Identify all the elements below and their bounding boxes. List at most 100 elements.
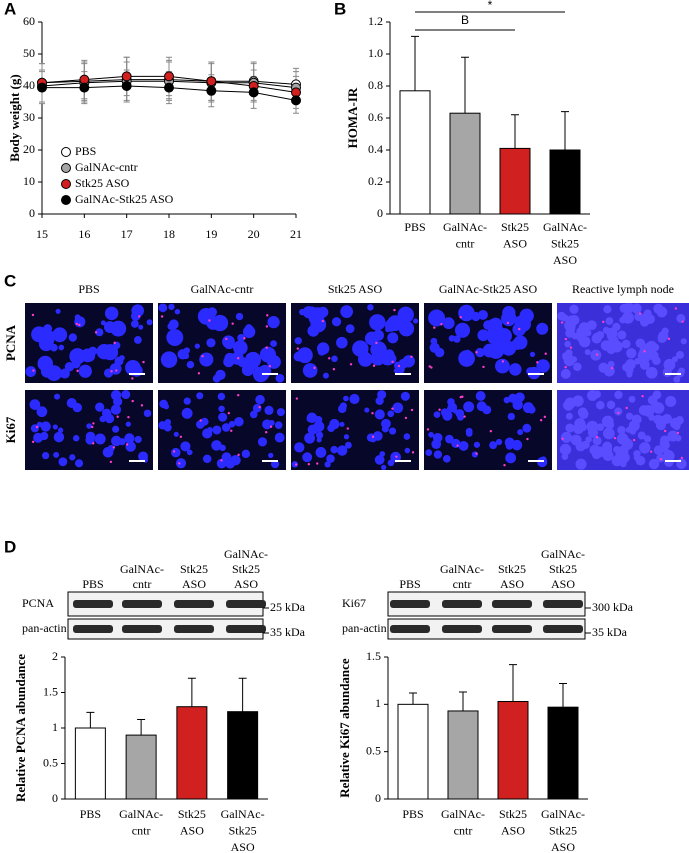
nucleus [222, 335, 235, 349]
x-tick-label: PBS [404, 220, 425, 234]
nucleus [600, 340, 612, 351]
legend-label: PBS [75, 144, 96, 158]
nucleus [46, 365, 62, 381]
nucleus [602, 427, 615, 440]
blot-band [73, 600, 113, 608]
nucleus [269, 362, 276, 369]
x-tick-label: Stk25 [499, 807, 527, 821]
blot-band [390, 600, 430, 608]
x-tick-label: ASO [551, 840, 575, 853]
blot-band [122, 625, 162, 633]
nucleus [617, 425, 626, 435]
nucleus [536, 359, 550, 373]
nucleus [592, 436, 602, 446]
nucleus [270, 459, 280, 469]
nucleus [133, 336, 142, 344]
stain [433, 326, 436, 329]
nucleus [233, 340, 248, 356]
nucleus [625, 359, 636, 370]
error-bar [137, 718, 146, 736]
nucleus [660, 440, 669, 449]
stain [225, 337, 228, 341]
stain [178, 462, 181, 465]
blot-band [492, 625, 532, 633]
nucleus [274, 432, 285, 443]
nucleus [507, 412, 516, 421]
bar [449, 112, 481, 215]
lane-label: cntr [453, 577, 472, 591]
nucleus [183, 347, 191, 354]
nucleus [447, 398, 455, 406]
nucleus [125, 421, 131, 427]
error-bar [509, 664, 517, 702]
stain [372, 364, 376, 367]
y-tick-label: 1 [52, 720, 58, 734]
stain [115, 369, 118, 372]
stain [632, 438, 636, 442]
nucleus [196, 392, 204, 400]
blot-band [122, 600, 162, 608]
nucleus [473, 441, 481, 448]
nucleus [678, 367, 686, 375]
nucleus [125, 359, 141, 376]
nucleus [387, 332, 399, 344]
stain [116, 415, 119, 418]
nucleus [621, 339, 631, 349]
stain [160, 315, 164, 318]
nucleus [96, 344, 112, 360]
stain [294, 463, 298, 466]
point [206, 76, 217, 87]
lane-label: ASO [500, 577, 524, 591]
nucleus [291, 461, 299, 468]
stain [475, 452, 478, 455]
legend-marker [61, 195, 71, 205]
nucleus [570, 434, 582, 446]
nucleus [343, 395, 349, 402]
nucleus [519, 308, 534, 323]
nucleus [489, 441, 498, 450]
nucleus [50, 343, 58, 352]
marker-label: 25 kDa [270, 600, 306, 614]
error-bar [187, 677, 196, 707]
nucleus [475, 391, 486, 401]
stain [94, 331, 98, 334]
nucleus [374, 454, 385, 465]
nucleus [364, 407, 370, 413]
nucleus [57, 427, 64, 433]
nucleus [652, 356, 661, 366]
nucleus [331, 355, 338, 363]
stain [544, 352, 547, 355]
nucleus [675, 350, 685, 359]
nucleus [322, 372, 329, 379]
nucleus [104, 306, 119, 321]
stain [78, 323, 81, 327]
nucleus [565, 412, 573, 420]
nucleus [398, 320, 415, 337]
point [248, 87, 259, 98]
nucleus [264, 405, 274, 415]
nucleus [183, 397, 191, 405]
y-tick-label: 0.2 [368, 174, 383, 188]
nucleus [110, 404, 122, 415]
nucleus [237, 333, 246, 342]
nucleus [495, 438, 503, 446]
nucleus [316, 437, 322, 443]
nucleus [182, 352, 190, 360]
nucleus [131, 304, 145, 318]
stain [501, 360, 505, 363]
nucleus [445, 434, 454, 444]
nucleus [331, 317, 342, 327]
y-axis-label: Body weight (g) [7, 74, 22, 161]
marker-label: 35 kDa [270, 625, 306, 639]
nucleus [345, 324, 355, 334]
nucleus [576, 332, 586, 343]
stain [243, 337, 246, 340]
nucleus [125, 441, 136, 452]
nucleus [504, 437, 515, 448]
nucleus [503, 396, 511, 404]
nucleus [381, 425, 389, 433]
nucleus [680, 338, 687, 345]
stain [237, 453, 240, 457]
nucleus [55, 308, 61, 314]
nucleus [598, 362, 609, 373]
